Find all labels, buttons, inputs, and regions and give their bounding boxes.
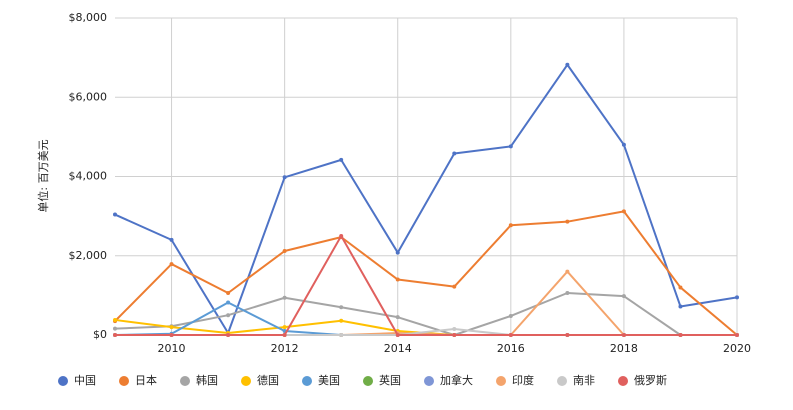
data-point [621, 294, 626, 299]
data-point [339, 305, 344, 310]
data-point [565, 290, 570, 295]
data-point [678, 285, 683, 290]
data-point [735, 295, 739, 300]
x-tick-label: 2018 [610, 342, 638, 355]
data-point [169, 325, 174, 330]
data-point [508, 144, 513, 149]
legend-label: 英国 [379, 373, 401, 387]
x-tick-label: 2010 [158, 342, 186, 355]
data-point [339, 318, 344, 323]
data-point [339, 157, 344, 162]
data-point [282, 325, 287, 330]
data-point [508, 223, 513, 228]
data-point [169, 262, 174, 267]
data-point [395, 250, 400, 255]
legend-marker [302, 376, 312, 386]
data-point [282, 333, 287, 337]
data-point [226, 333, 231, 337]
data-point [452, 333, 457, 337]
data-point [113, 333, 117, 337]
data-point [452, 327, 457, 332]
legend-label: 南非 [573, 374, 595, 387]
y-tick-label: $6,000 [69, 90, 108, 103]
legend-marker [618, 376, 628, 386]
x-tick-label: 2016 [497, 342, 525, 355]
legend-marker [363, 376, 373, 386]
data-point [565, 219, 570, 224]
legend-label: 加拿大 [440, 373, 473, 387]
data-point [565, 269, 570, 274]
data-point [508, 313, 513, 318]
data-point [282, 248, 287, 253]
x-tick-label: 2020 [723, 342, 751, 355]
legend-marker [557, 376, 567, 386]
data-point [508, 333, 513, 337]
data-point [621, 142, 626, 147]
data-point [621, 333, 626, 337]
y-tick-label: $8,000 [69, 11, 108, 24]
legend-label: 美国 [318, 374, 340, 387]
series-line [114, 210, 738, 336]
y-tick-label: $0 [93, 328, 107, 341]
data-point [339, 233, 344, 238]
data-point [282, 175, 287, 180]
legend-marker [241, 376, 251, 386]
data-point [113, 317, 117, 322]
legend-marker [424, 376, 434, 386]
data-point [113, 212, 117, 217]
legend-label: 俄罗斯 [634, 374, 667, 387]
data-point [395, 315, 400, 320]
data-point [735, 333, 739, 337]
y-tick-label: $4,000 [69, 170, 108, 183]
legend-marker [119, 376, 129, 386]
data-point [678, 304, 683, 309]
data-point [169, 237, 174, 242]
data-point [678, 333, 683, 337]
series-line [114, 291, 737, 336]
legend-marker [180, 376, 190, 386]
data-point [621, 209, 626, 214]
series-line [115, 234, 737, 336]
legend-marker [58, 376, 68, 386]
y-tick-label: $2,000 [69, 249, 108, 262]
legend-label: 中国 [74, 374, 96, 387]
y-axis-label: 单位: 百万美元 [36, 139, 50, 212]
data-point [395, 333, 400, 337]
data-point [395, 277, 400, 282]
series-line [114, 63, 738, 335]
legend-label: 日本 [135, 373, 157, 387]
data-point [452, 284, 457, 289]
data-point [339, 333, 344, 337]
data-point [226, 313, 231, 318]
legend-label: 韩国 [196, 373, 218, 387]
data-point [226, 300, 231, 305]
legend-label: 德国 [257, 373, 279, 387]
data-point [282, 295, 287, 300]
data-point [565, 62, 570, 67]
data-point [169, 333, 174, 337]
data-point [452, 151, 457, 156]
x-tick-label: 2012 [271, 342, 299, 355]
data-point [565, 333, 570, 337]
legend-label: 印度 [512, 373, 534, 387]
legend-marker [496, 376, 506, 386]
x-tick-label: 2014 [384, 342, 412, 355]
data-point [226, 290, 231, 295]
data-point [113, 326, 117, 331]
